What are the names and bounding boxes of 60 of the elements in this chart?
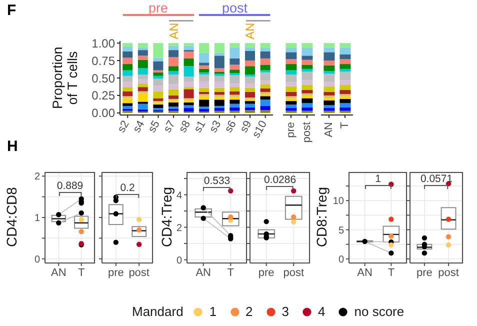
x-tick-label: s3 — [207, 118, 224, 135]
annotation: 0.533 — [204, 174, 230, 186]
x-tick-label: pre — [285, 122, 297, 138]
y-tick-label: 2 — [176, 222, 182, 234]
y-axis-title: CD4:Treg — [158, 186, 175, 248]
legend-label: 1 — [209, 304, 217, 320]
y-tick-label: 0.50 — [92, 71, 116, 86]
annotation: 0.2 — [120, 181, 135, 194]
x-tick-label: AN — [323, 122, 335, 138]
x-tick-label: s4 — [130, 118, 148, 135]
y-tick-label: 0 — [176, 255, 182, 266]
text: AN — [243, 22, 258, 40]
y-tick-label: 4 — [176, 190, 182, 202]
y-tick-label: 2 — [34, 172, 40, 183]
y-tick-label: 1.00 — [92, 36, 116, 50]
x-tick-label: AN — [357, 266, 373, 279]
legend-label: 2 — [246, 304, 253, 320]
x-tick-label: T — [339, 122, 351, 129]
x-tick-label: post — [438, 266, 459, 279]
y-axis-title: CD4:CD8 — [3, 187, 20, 247]
chart-title: F — [7, 2, 16, 19]
y-tick-label: 5 — [338, 225, 344, 236]
text: AN — [166, 22, 181, 40]
y-tick-label: 1 — [34, 213, 40, 224]
y-tick-label: 0.75 — [92, 54, 116, 68]
x-tick-label: s8 — [176, 118, 194, 135]
annotation: 0.0286 — [264, 173, 296, 186]
y-tick-label: 10 — [332, 196, 344, 208]
y-axis-title: CD8:Treg — [313, 186, 330, 248]
x-tick-label: pre — [108, 266, 124, 279]
annotation: 0.0571 — [420, 172, 453, 184]
text: pre — [148, 0, 168, 16]
x-tick-label: T — [227, 266, 234, 279]
x-tick-label: s7 — [162, 118, 178, 135]
annotation: 0.889 — [56, 179, 84, 192]
x-tick-label: s1 — [192, 118, 208, 135]
x-tick-label: post — [128, 266, 150, 279]
x-tick-label: post — [301, 122, 313, 143]
x-tick-label: AN — [50, 266, 66, 279]
legend-label: 4 — [318, 304, 326, 320]
text: post — [222, 0, 248, 16]
x-tick-label: AN — [196, 266, 212, 279]
x-tick-label: post — [283, 266, 304, 279]
annotation: 1 — [375, 172, 381, 184]
legend-label: no score — [354, 304, 404, 320]
x-tick-label: s6 — [222, 118, 239, 135]
y-axis-title: Proportion of T cells — [50, 46, 81, 109]
x-tick-label: T — [388, 266, 395, 279]
y-tick-label: 0 — [34, 254, 40, 266]
chart-title: H — [7, 138, 18, 155]
x-tick-label: T — [78, 266, 85, 279]
x-tick-label: s2 — [116, 118, 132, 135]
x-tick-label: s5 — [146, 118, 162, 135]
y-tick-label: 0.25 — [92, 88, 116, 103]
y-tick-label: 0.00 — [92, 106, 116, 120]
legend-label: 3 — [282, 304, 290, 320]
x-tick-label: pre — [258, 266, 274, 279]
legend-title: Mandard — [132, 304, 184, 320]
x-tick-label: pre — [416, 266, 432, 279]
y-tick-label: 0 — [338, 254, 344, 266]
